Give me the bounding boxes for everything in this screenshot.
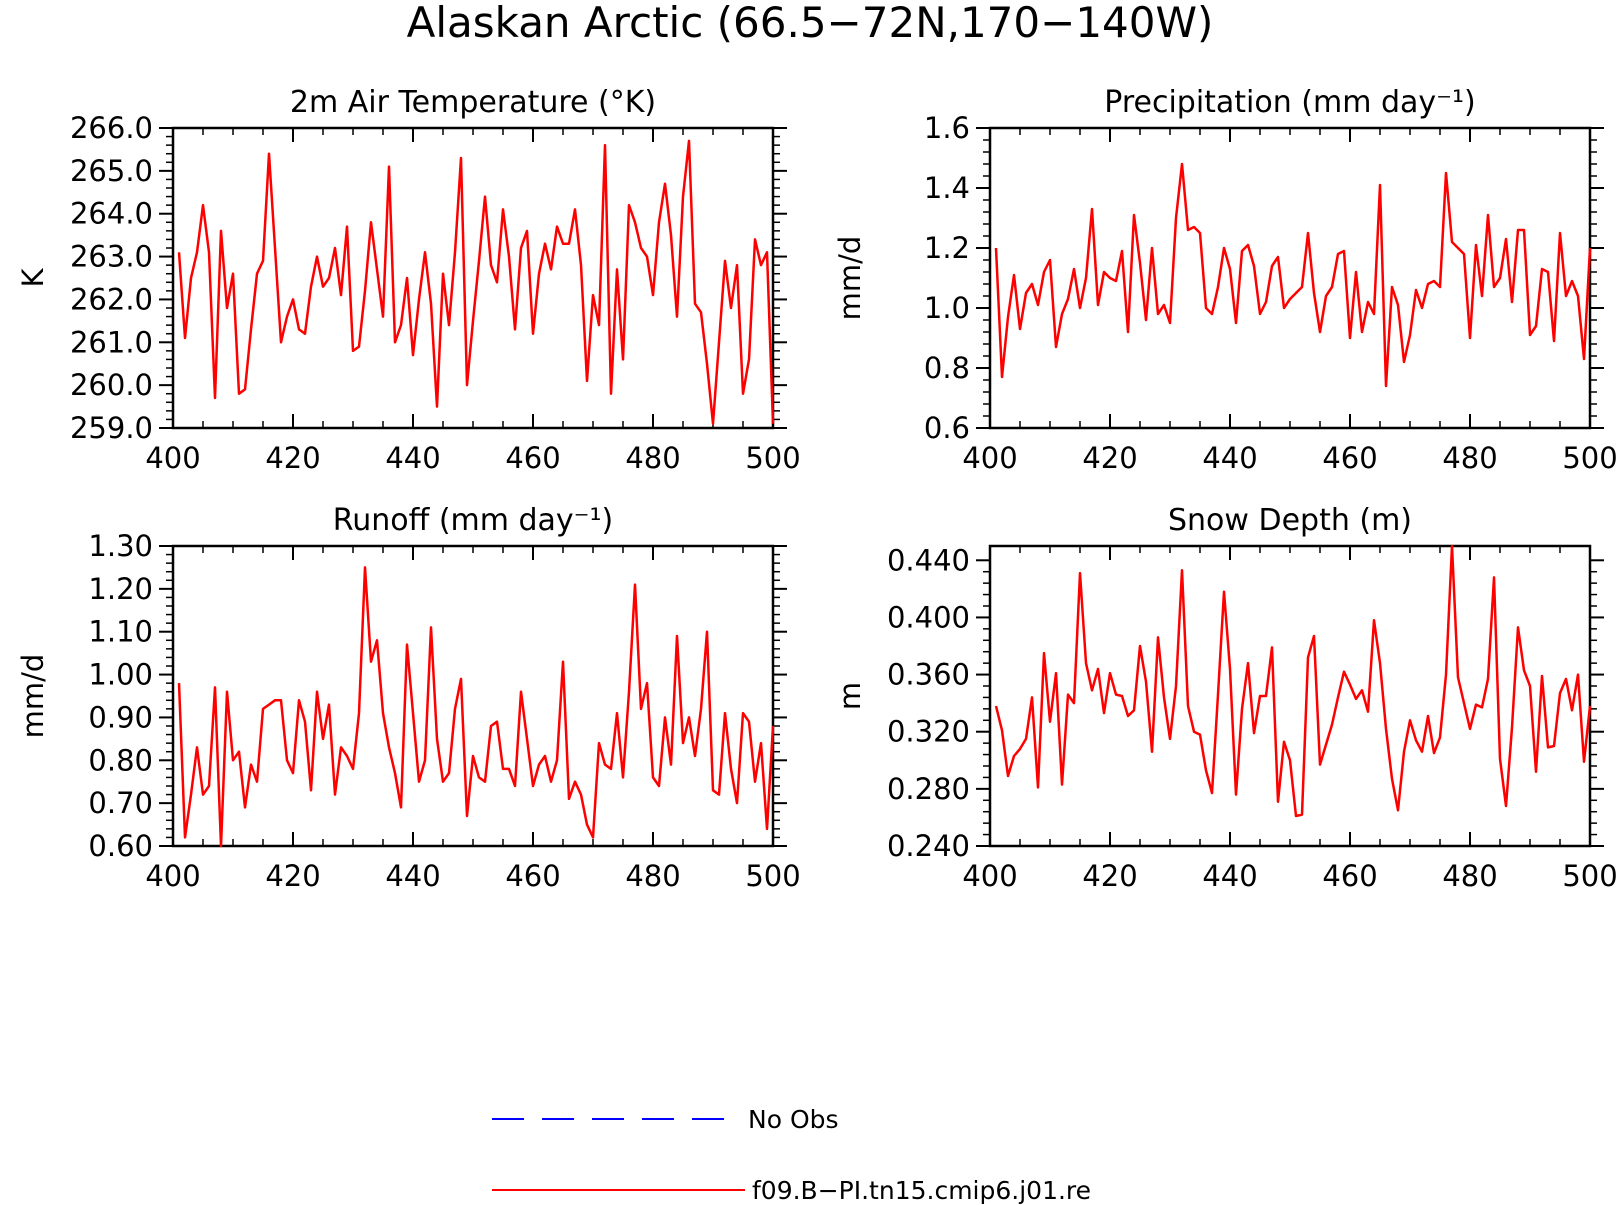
series-line: [177, 566, 775, 848]
y-tick-label: 1.00: [88, 658, 153, 692]
x-tick-label: 500: [745, 859, 800, 893]
y-tick-label: 0.320: [887, 715, 970, 749]
x-tick-label: 440: [385, 441, 440, 475]
chart-title: Runoff (mm day⁻¹): [333, 503, 614, 538]
y-axis-label: K: [16, 268, 50, 288]
y-tick-label: 1.2: [924, 231, 970, 265]
y-axis-label: m: [833, 682, 867, 710]
y-tick-label: 0.60: [88, 829, 153, 863]
y-tick-label: 1.30: [88, 529, 153, 563]
legend-label-no-obs: No Obs: [748, 1105, 839, 1134]
x-tick-label: 400: [145, 441, 200, 475]
series-line: [994, 544, 1592, 818]
y-tick-label: 1.10: [88, 615, 153, 649]
y-tick-label: 0.360: [887, 658, 970, 692]
x-tick-label: 480: [625, 441, 680, 475]
y-tick-label: 264.0: [70, 197, 153, 231]
y-tick-label: 262.0: [70, 282, 153, 316]
legend-label-model: f09.B−PI.tn15.cmip6.j01.re: [752, 1176, 1091, 1205]
y-tick-label: 266.0: [70, 111, 153, 145]
y-tick-label: 261.0: [70, 325, 153, 359]
legend: No Obs f09.B−PI.tn15.cmip6.j01.re: [492, 1105, 1091, 1205]
x-tick-label: 440: [385, 859, 440, 893]
y-tick-label: 0.400: [887, 600, 970, 634]
y-tick-label: 0.90: [88, 700, 153, 734]
y-tick-label: 1.0: [924, 291, 970, 325]
y-tick-label: 0.70: [88, 786, 153, 820]
x-tick-label: 500: [1562, 441, 1617, 475]
y-tick-label: 1.6: [924, 111, 970, 145]
chart-panel-precipitation: Precipitation (mm day⁻¹) 400 420 440 460 480 5…: [833, 85, 1618, 475]
y-tick-label: 0.440: [887, 543, 970, 577]
x-tick-label: 480: [1442, 859, 1497, 893]
y-tick-label: 259.0: [70, 411, 153, 445]
y-tick-label: 260.0: [70, 368, 153, 402]
x-tick-label: 420: [1082, 441, 1137, 475]
x-tick-label: 420: [265, 859, 320, 893]
x-tick-label: 400: [962, 441, 1017, 475]
x-tick-label: 500: [745, 441, 800, 475]
chart-panel-runoff: Runoff (mm day⁻¹) 400 420 440 460 480 500 0.60 0…: [16, 503, 801, 893]
x-tick-label: 440: [1202, 441, 1257, 475]
x-tick-label: 420: [1082, 859, 1137, 893]
chart-panel-air-temperature: 2m Air Temperature (°K) 400 420 440 460 480 50…: [16, 85, 801, 475]
chart-title: 2m Air Temperature (°K): [290, 85, 656, 120]
y-tick-label: 1.4: [924, 171, 970, 205]
chart-title: Snow Depth (m): [1168, 503, 1412, 538]
y-tick-label: 0.6: [924, 411, 970, 445]
chart-panel-snow-depth: Snow Depth (m) 400 420 440 460 480 500 0.240 0.2…: [833, 503, 1618, 893]
x-tick-label: 480: [625, 859, 680, 893]
plot-frame: [171, 544, 775, 848]
x-tick-label: 420: [265, 441, 320, 475]
plot-frame: [171, 126, 775, 430]
y-tick-label: 0.80: [88, 743, 153, 777]
series-line: [994, 162, 1592, 388]
chart-title: Precipitation (mm day⁻¹): [1104, 85, 1475, 120]
y-tick-label: 0.280: [887, 772, 970, 806]
x-tick-label: 400: [962, 859, 1017, 893]
x-tick-label: 460: [1322, 441, 1377, 475]
y-tick-label: 263.0: [70, 240, 153, 274]
x-tick-label: 500: [1562, 859, 1617, 893]
y-tick-label: 0.8: [924, 351, 970, 385]
y-tick-label: 1.20: [88, 572, 153, 606]
series-line: [177, 139, 775, 425]
x-tick-label: 460: [1322, 859, 1377, 893]
y-tick-label: 265.0: [70, 154, 153, 188]
x-tick-label: 460: [505, 441, 560, 475]
page-title: Alaskan Arctic (66.5−72N,170−140W): [407, 0, 1214, 47]
x-tick-label: 460: [505, 859, 560, 893]
x-tick-label: 400: [145, 859, 200, 893]
x-tick-label: 480: [1442, 441, 1497, 475]
y-axis-label: mm/d: [16, 654, 50, 739]
y-tick-label: 0.240: [887, 829, 970, 863]
x-tick-label: 440: [1202, 859, 1257, 893]
y-axis-label: mm/d: [833, 236, 867, 321]
